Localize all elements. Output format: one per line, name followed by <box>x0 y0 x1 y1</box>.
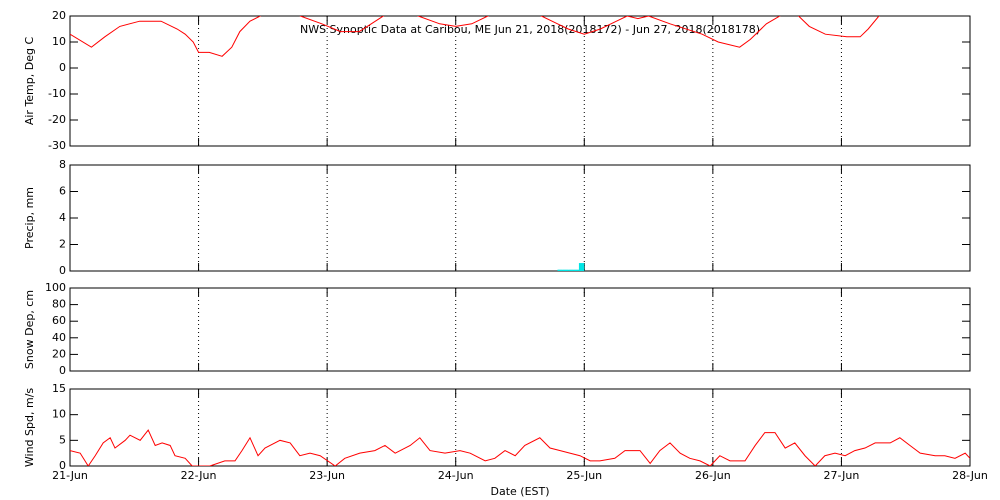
y-axis-label: Precip, mm <box>23 187 36 249</box>
data-line <box>70 429 970 466</box>
y-axis-label: Air Temp, Deg C <box>23 37 36 126</box>
bar <box>568 269 574 271</box>
x-axis-label: Date (EST) <box>490 485 549 498</box>
y-tick-label: 4 <box>59 211 66 224</box>
y-tick-label: -30 <box>48 139 66 152</box>
x-tick-label: 23-Jun <box>309 469 345 482</box>
y-tick-label: 20 <box>52 9 66 22</box>
bar <box>557 269 563 271</box>
plot-frame <box>69 164 971 272</box>
plot-area <box>70 429 970 466</box>
y-tick-label: 0 <box>59 364 66 377</box>
data-line <box>70 16 880 57</box>
y-tick-label: 10 <box>52 408 66 421</box>
y-tick-label: 80 <box>52 298 66 311</box>
y-tick-label: 40 <box>52 331 66 344</box>
y-tick-label: 2 <box>59 238 66 251</box>
x-tick-label: 28-Jun <box>952 469 988 482</box>
y-axis-label: Wind Spd, m/s <box>23 388 36 468</box>
bar <box>578 263 585 271</box>
bar <box>573 269 579 271</box>
plot-area <box>557 263 585 271</box>
bar <box>562 269 569 271</box>
x-tick-label: 25-Jun <box>566 469 602 482</box>
y-axis-label: Snow Dep, cm <box>23 290 36 369</box>
x-tick-label: 21-Jun <box>52 469 88 482</box>
chart-title: NWS Synoptic Data at Caribou, ME Jun 21,… <box>300 23 760 36</box>
x-tick-label: 26-Jun <box>695 469 731 482</box>
y-tick-label: -20 <box>48 113 66 126</box>
y-tick-label: 6 <box>59 185 66 198</box>
plot-frame <box>69 15 971 147</box>
y-tick-label: 20 <box>52 347 66 360</box>
y-tick-label: 10 <box>52 35 66 48</box>
y-tick-label: -10 <box>48 87 66 100</box>
plot-frame <box>69 388 971 467</box>
x-tick-label: 27-Jun <box>824 469 860 482</box>
y-tick-label: 0 <box>59 61 66 74</box>
plot-area <box>70 16 880 57</box>
y-tick-label: 5 <box>59 433 66 446</box>
y-tick-label: 0 <box>59 459 66 472</box>
y-tick-label: 60 <box>52 314 66 327</box>
y-tick-label: 15 <box>52 382 66 395</box>
y-tick-label: 8 <box>59 158 66 171</box>
x-tick-label: 24-Jun <box>438 469 474 482</box>
plot-frame <box>69 287 971 372</box>
y-tick-label: 0 <box>59 264 66 277</box>
y-tick-label: 100 <box>45 281 66 294</box>
x-tick-label: 22-Jun <box>181 469 217 482</box>
